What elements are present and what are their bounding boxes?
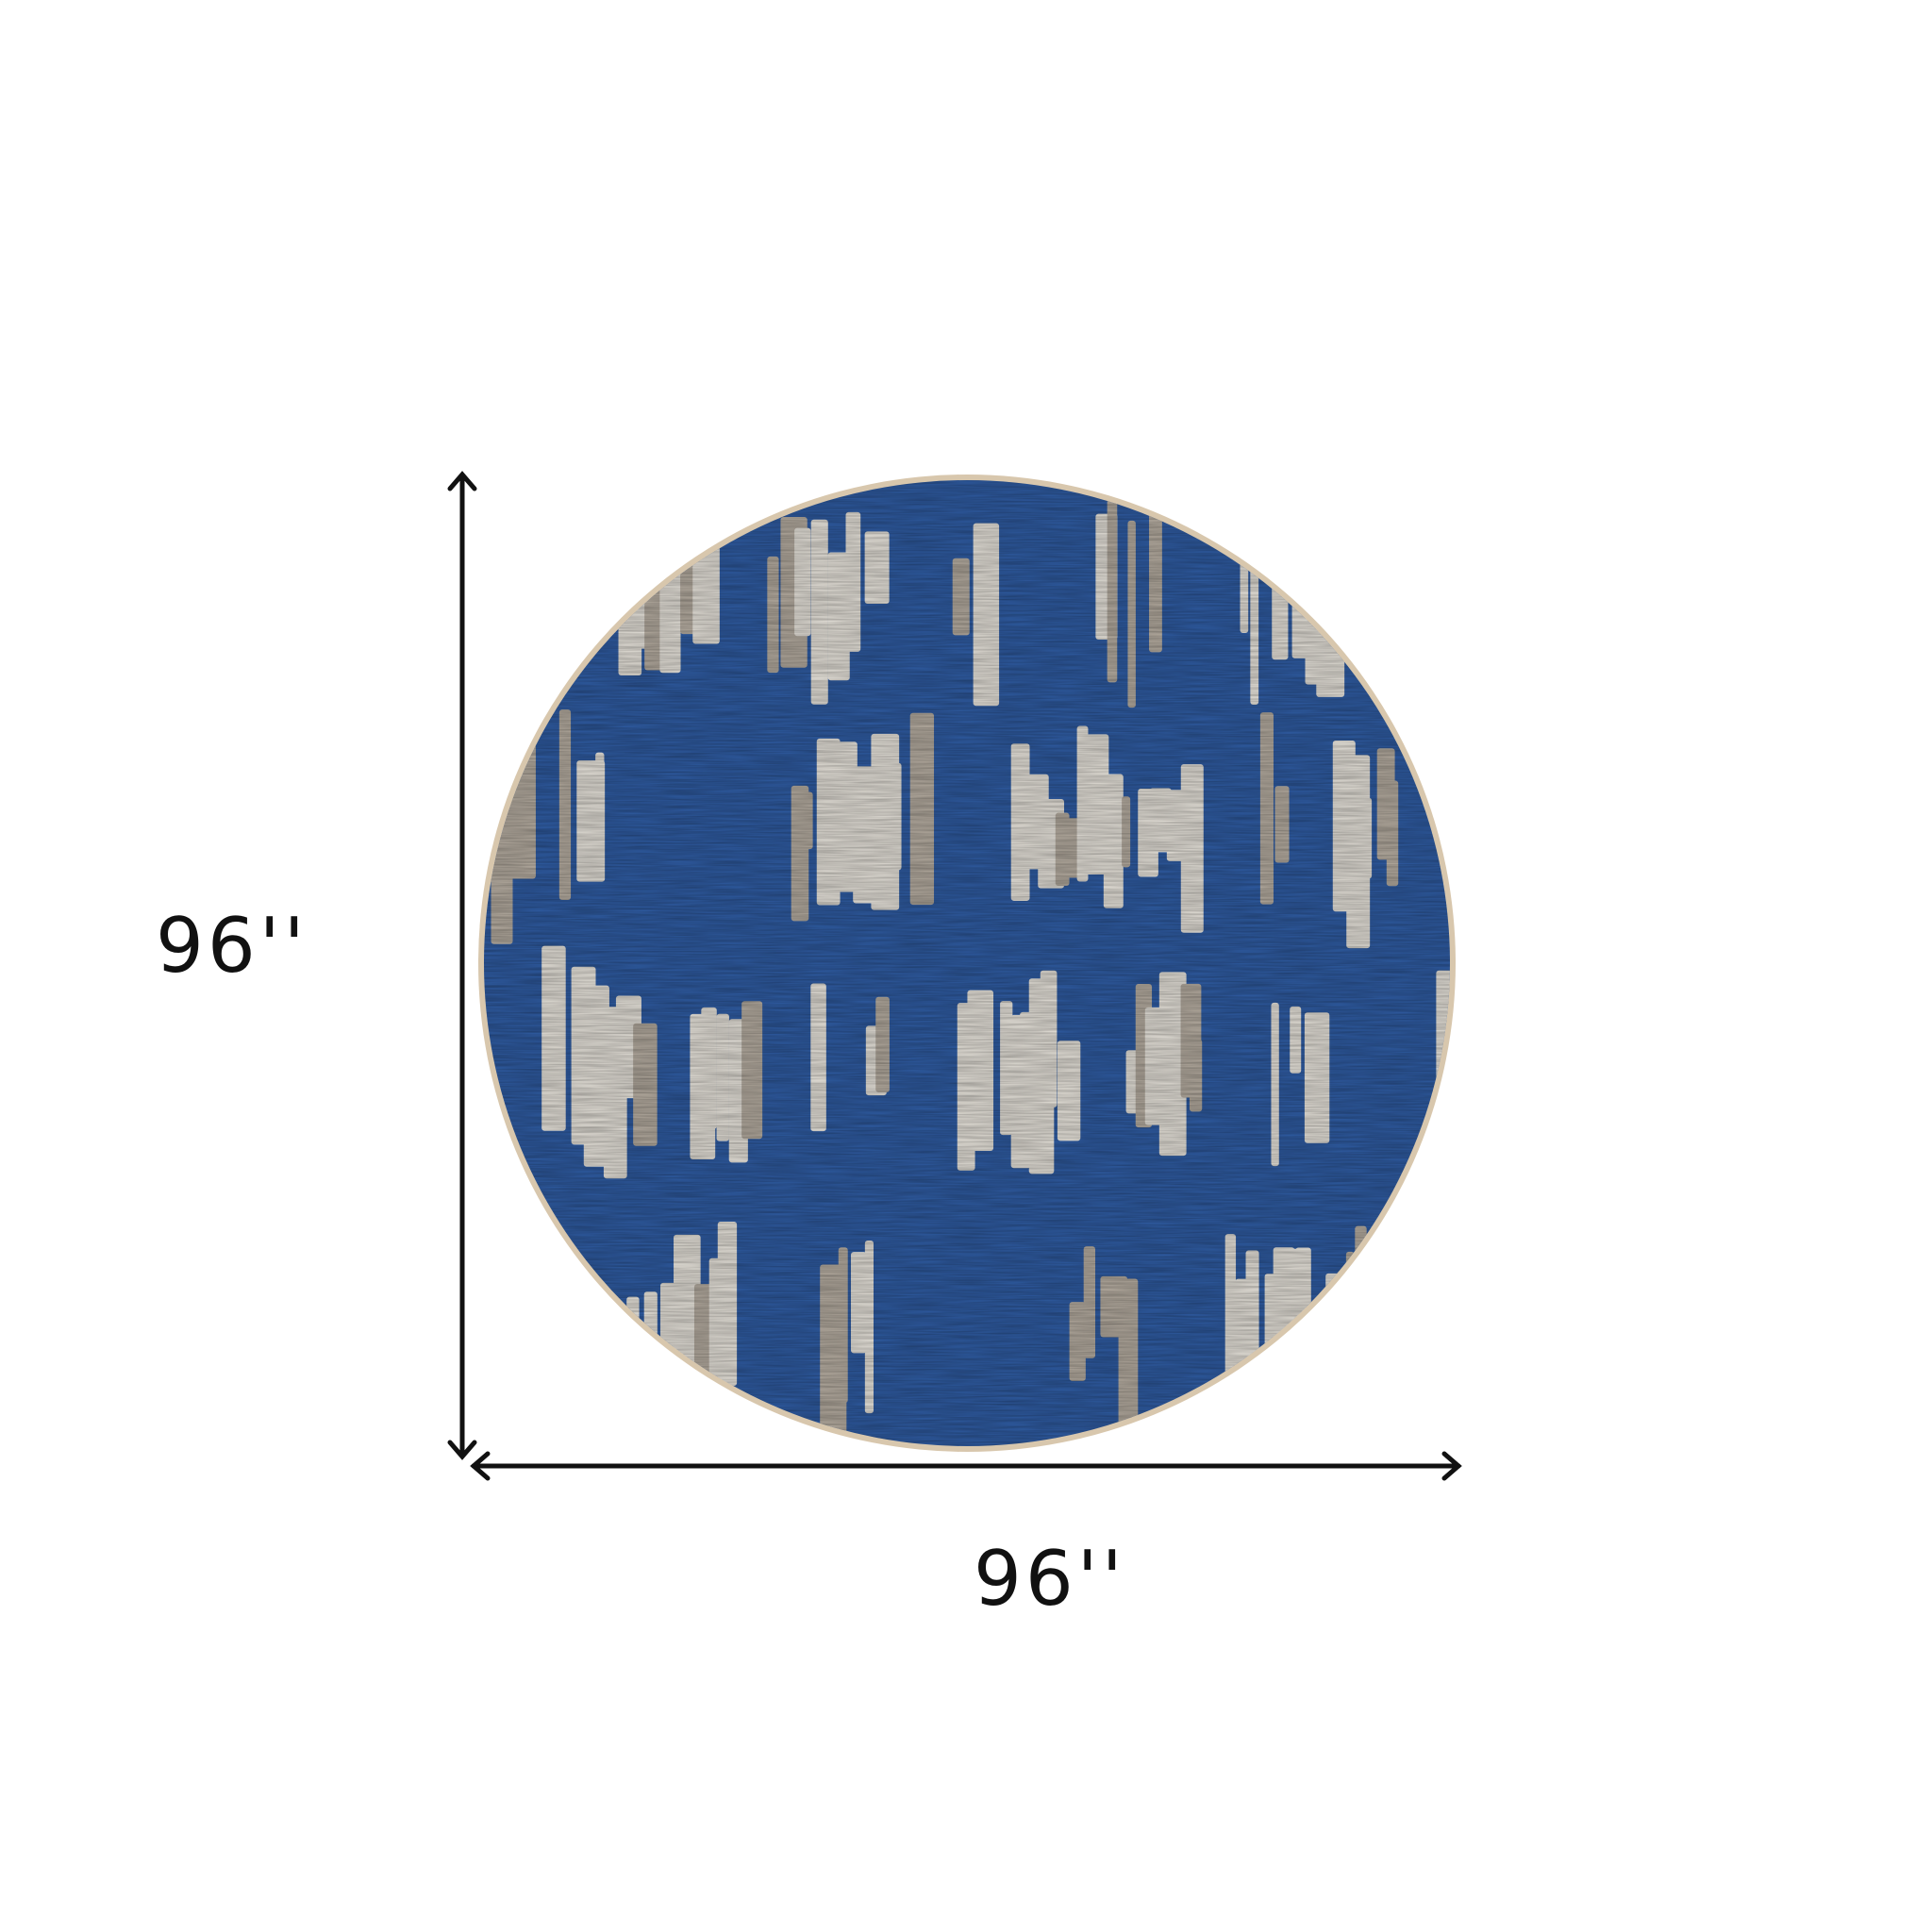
pattern-stroke	[1306, 1309, 1315, 1381]
pattern-stroke	[1325, 1273, 1349, 1425]
pattern-stroke	[500, 1262, 511, 1396]
pattern-stroke	[1425, 510, 1450, 619]
pattern-stroke	[1388, 1295, 1404, 1362]
pattern-stroke	[484, 1299, 490, 1416]
pattern-stroke	[1457, 1008, 1469, 1167]
pattern-stroke	[1403, 1269, 1423, 1417]
height-label: 96''	[156, 902, 308, 990]
pattern-stroke	[1410, 552, 1433, 633]
pattern-stroke	[525, 1265, 551, 1341]
pattern-stroke	[508, 1227, 526, 1401]
width-label: 96''	[974, 1535, 1126, 1623]
height-dimension-arrow	[447, 471, 477, 1460]
pattern-stroke	[484, 726, 489, 876]
pattern-stroke	[1399, 548, 1424, 685]
rug-texture	[484, 480, 1450, 1446]
width-dimension-arrow	[470, 1451, 1462, 1481]
pattern-stroke	[543, 1274, 566, 1425]
pattern-stroke	[561, 1278, 572, 1336]
pattern-stroke	[1372, 1264, 1398, 1446]
pattern-stroke	[487, 1276, 499, 1348]
